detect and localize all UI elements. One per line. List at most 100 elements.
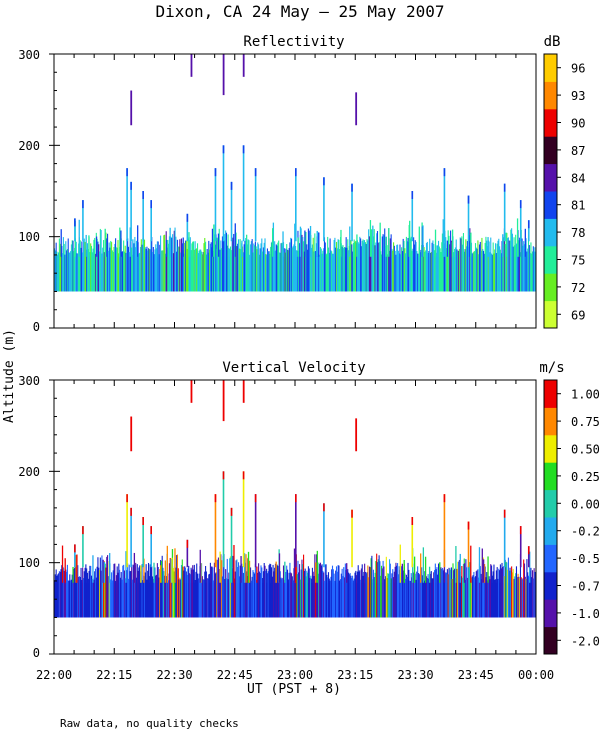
echo-cell xyxy=(157,241,159,292)
echo-cell xyxy=(229,248,231,292)
echo-spike xyxy=(272,228,274,257)
echo-spike xyxy=(346,563,348,583)
echo-cell xyxy=(354,572,356,618)
echo-cell xyxy=(469,562,471,618)
echo-cell xyxy=(167,573,169,618)
echo-cell xyxy=(181,243,183,292)
echo-cell xyxy=(143,239,146,292)
echo-cell xyxy=(285,571,287,618)
echo-cell xyxy=(367,240,369,292)
echo-cell xyxy=(266,254,268,292)
echo-cell xyxy=(371,555,373,618)
echo-cell xyxy=(460,576,462,618)
echo-cell xyxy=(372,236,375,292)
echo-cell xyxy=(478,563,481,618)
echo-plume-tip xyxy=(142,517,144,525)
echo-cell xyxy=(371,244,373,292)
echo-cell xyxy=(498,568,500,618)
echo-cell xyxy=(111,242,113,292)
echo-cell xyxy=(489,579,491,618)
echo-cell xyxy=(86,243,89,292)
echo-cell xyxy=(482,249,484,292)
echo-cell xyxy=(96,238,98,292)
echo-cell xyxy=(141,563,143,618)
echo-cell xyxy=(462,563,464,618)
echo-cell xyxy=(176,554,179,618)
echo-cell xyxy=(417,253,420,292)
echo-cell xyxy=(534,571,536,618)
echo-cell xyxy=(344,247,346,292)
echo-cell xyxy=(473,251,475,292)
echo-cell xyxy=(373,229,375,292)
echo-cell xyxy=(162,567,164,618)
echo-cell xyxy=(262,251,264,292)
echo-cell xyxy=(229,246,232,292)
echo-cell xyxy=(302,236,304,292)
echo-plume xyxy=(443,168,446,242)
echo-cell xyxy=(345,237,347,292)
echo-cell xyxy=(217,557,219,618)
echo-cell xyxy=(126,570,128,618)
colorbar-label: 93 xyxy=(571,89,585,103)
echo-cell xyxy=(443,243,445,292)
echo-cell xyxy=(391,573,393,618)
colorbar-swatch xyxy=(544,81,557,110)
echo-cell xyxy=(271,241,273,292)
echo-cell xyxy=(164,234,166,292)
echo-cell xyxy=(311,567,313,618)
echo-high-return xyxy=(355,92,358,126)
echo-spike xyxy=(170,558,172,583)
echo-plume-tip xyxy=(130,181,132,190)
echo-cell xyxy=(143,575,145,618)
echo-cell xyxy=(524,249,526,292)
echo-cell xyxy=(308,230,310,292)
echo-cell xyxy=(492,242,494,292)
echo-plume xyxy=(519,526,522,568)
echo-spike xyxy=(234,223,236,257)
echo-cell xyxy=(61,245,63,292)
echo-cell xyxy=(143,576,146,618)
echo-cell xyxy=(192,241,194,292)
echo-cell xyxy=(404,573,406,618)
echo-cell xyxy=(160,560,162,618)
echo-cell xyxy=(426,577,428,618)
echo-cell xyxy=(531,253,533,292)
echo-cell xyxy=(152,247,154,292)
echo-cell xyxy=(188,565,190,618)
echo-cell xyxy=(129,244,131,292)
echo-cell xyxy=(438,246,440,292)
echo-cell xyxy=(77,253,79,292)
echo-cell xyxy=(461,566,463,618)
echo-cell xyxy=(254,241,256,292)
echo-cell xyxy=(140,577,142,618)
echo-cell xyxy=(280,577,282,618)
echo-cell xyxy=(513,237,515,292)
echo-cell xyxy=(424,571,426,618)
echo-cell xyxy=(318,562,320,618)
echo-cell xyxy=(488,576,490,618)
echo-cell xyxy=(290,237,292,292)
echo-cell xyxy=(277,242,279,292)
echo-spike xyxy=(444,230,446,257)
echo-cell xyxy=(365,573,367,618)
echo-cell xyxy=(370,558,372,618)
echo-cell xyxy=(74,563,76,618)
echo-cell xyxy=(516,577,518,618)
echo-cell xyxy=(217,247,219,292)
echo-cell xyxy=(157,566,159,618)
colorbar-swatch xyxy=(544,544,557,573)
echo-cell xyxy=(225,230,227,292)
echo-cell xyxy=(474,250,476,292)
echo-plume-tip xyxy=(230,507,233,516)
echo-cell xyxy=(483,253,485,292)
echo-cell xyxy=(507,237,509,292)
echo-spike xyxy=(76,554,78,583)
echo-cell xyxy=(355,240,357,292)
colorbar-swatch xyxy=(544,517,557,545)
echo-cell xyxy=(487,580,489,618)
echo-plume xyxy=(351,183,353,242)
echo-cell xyxy=(522,245,524,292)
echo-cell xyxy=(397,244,399,292)
echo-cell xyxy=(356,240,358,292)
echo-cell xyxy=(99,228,101,292)
